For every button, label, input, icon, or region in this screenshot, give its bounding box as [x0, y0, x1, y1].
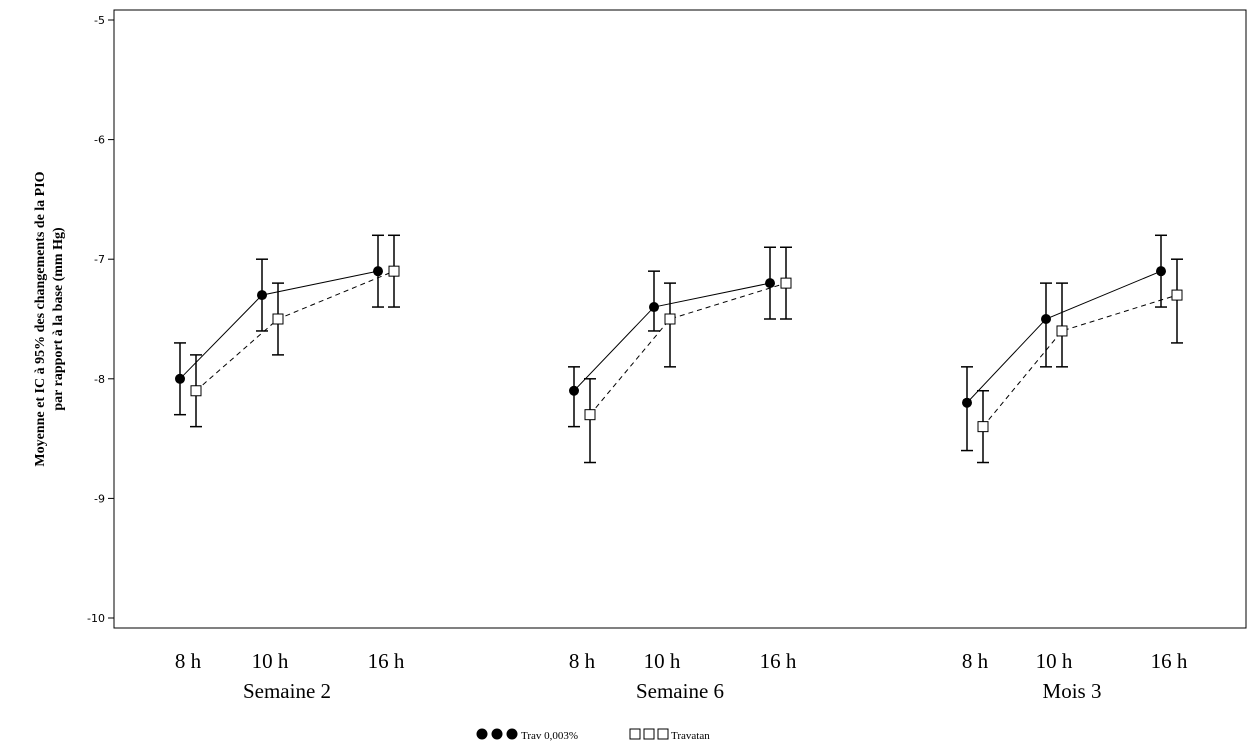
marker-trav — [175, 373, 185, 384]
marker-trav — [649, 302, 659, 313]
marker-trav — [373, 266, 383, 277]
marker-travatan — [977, 421, 989, 433]
y-axis-label-line2: par rapport à la base (mm Hg) — [51, 227, 66, 411]
marker-travatan — [584, 409, 596, 421]
legend-label-trav: Trav 0,003% — [521, 730, 578, 742]
series-line-trav — [573, 282, 771, 392]
x-time-label: 10 h — [1036, 649, 1073, 673]
legend-marker-travatan-1 — [629, 728, 641, 740]
series-line-travatan — [589, 282, 787, 416]
series-line-trav — [179, 270, 379, 380]
y-tick-label: -8 — [94, 373, 105, 386]
series-lines — [179, 270, 1178, 427]
y-tick-label: -9 — [94, 492, 105, 505]
series-line-trav — [966, 270, 1162, 404]
markers — [175, 265, 1183, 433]
y-ticks: -5 -6 -7 -8 -9 -10 — [87, 14, 114, 625]
legend-marker-trav-1 — [476, 728, 488, 740]
marker-trav — [765, 278, 775, 289]
y-tick-label: -7 — [94, 253, 105, 266]
marker-trav — [1041, 314, 1051, 324]
y-axis-label: Moyenne et IC à 95% des changements de l… — [33, 171, 66, 466]
x-time-label: 8 h — [569, 649, 596, 673]
y-axis-label-line1: Moyenne et IC à 95% des changements de l… — [33, 171, 48, 466]
marker-travatan — [664, 313, 676, 325]
x-group-label: Semaine 6 — [636, 679, 724, 703]
legend-marker-trav-3 — [506, 728, 518, 740]
error-bars — [174, 234, 1183, 464]
legend-marker-trav-2 — [491, 728, 503, 740]
y-tick-label: -6 — [94, 134, 105, 147]
marker-travatan — [388, 265, 400, 277]
x-time-label: 10 h — [252, 649, 289, 673]
x-time-label: 8 h — [175, 649, 202, 673]
marker-travatan — [1056, 325, 1068, 337]
x-time-label: 16 h — [1151, 649, 1188, 673]
marker-trav — [962, 397, 972, 408]
x-time-label: 10 h — [644, 649, 681, 673]
legend-marker-travatan-3 — [657, 728, 669, 740]
x-group-label: Semaine 2 — [243, 679, 331, 703]
x-labels: 8 h 10 h 16 h Semaine 2 8 h 10 h 16 h Semaine 6… — [175, 649, 1188, 703]
x-time-label: 8 h — [962, 649, 989, 673]
marker-travatan — [780, 277, 792, 289]
y-tick-label: -10 — [87, 612, 105, 625]
y-tick-label: -5 — [94, 14, 105, 27]
legend-label-travatan: Travatan — [671, 730, 710, 742]
marker-trav — [257, 290, 267, 301]
marker-trav — [569, 385, 579, 396]
marker-travatan — [272, 313, 284, 325]
x-time-label: 16 h — [368, 649, 405, 673]
legend: Trav 0,003% Travatan — [476, 728, 710, 742]
plot-frame — [113, 9, 1247, 629]
legend-marker-travatan-2 — [643, 728, 655, 740]
marker-travatan — [190, 385, 202, 397]
x-group-label: Mois 3 — [1043, 679, 1102, 703]
marker-trav — [1156, 266, 1166, 277]
marker-travatan — [1171, 289, 1183, 301]
series-line-travatan — [982, 294, 1178, 427]
x-time-label: 16 h — [760, 649, 797, 673]
series-line-travatan — [195, 270, 395, 392]
